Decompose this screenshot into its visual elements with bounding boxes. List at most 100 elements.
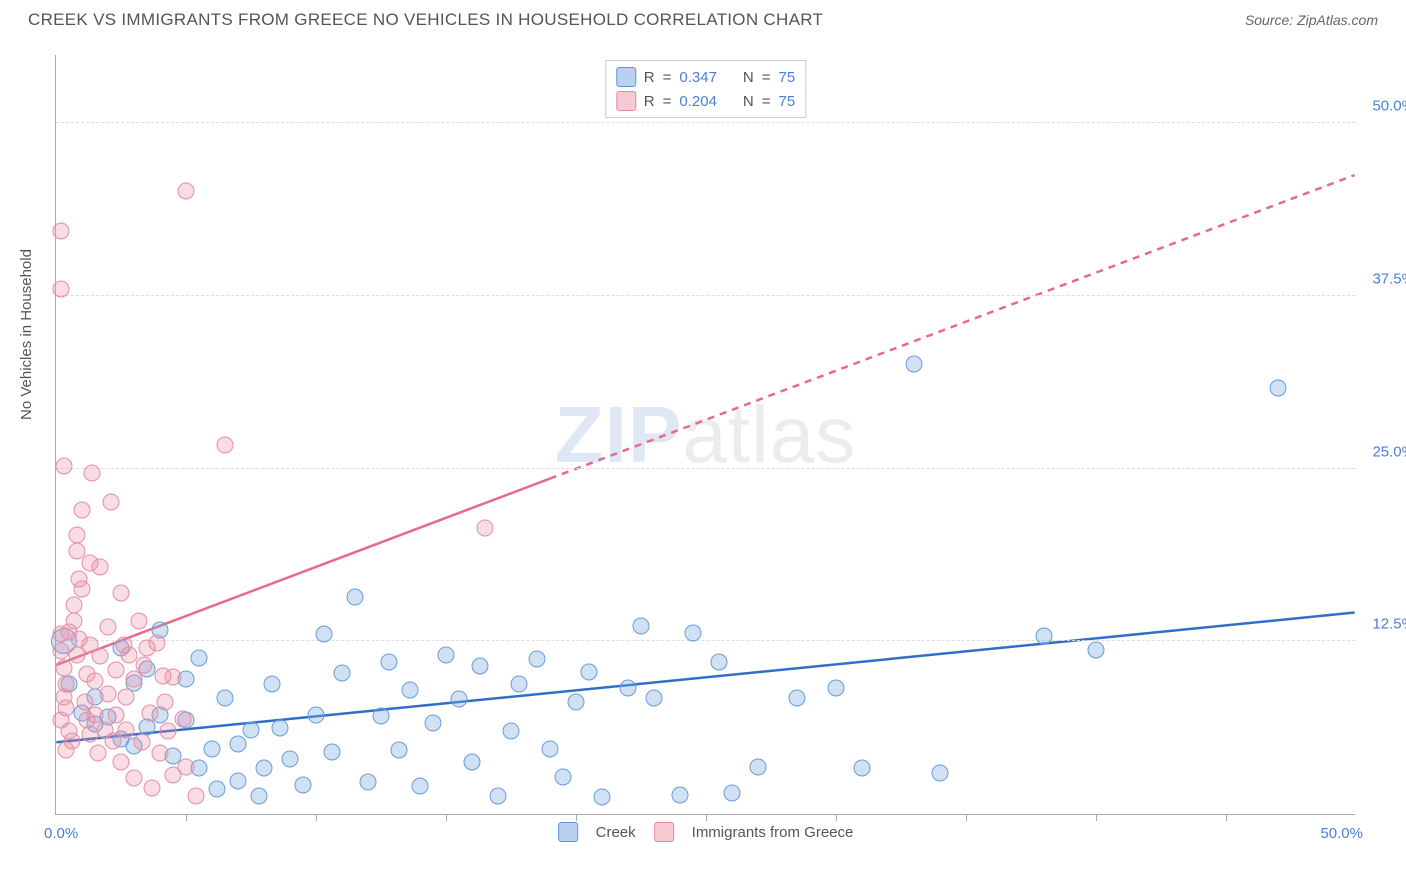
scatter-point-greece	[87, 706, 104, 723]
scatter-point-greece	[136, 656, 153, 673]
scatter-point-greece	[133, 734, 150, 751]
scatter-point-creek	[256, 760, 273, 777]
scatter-point-creek	[510, 676, 527, 693]
x-tick	[966, 814, 967, 821]
scatter-point-greece	[152, 745, 169, 762]
scatter-point-creek	[555, 768, 572, 785]
scatter-point-greece	[81, 554, 98, 571]
scatter-point-creek	[1088, 641, 1105, 658]
scatter-point-creek	[633, 618, 650, 635]
scatter-point-greece	[175, 710, 192, 727]
r-label: R	[644, 69, 655, 86]
equals: =	[762, 69, 771, 86]
scatter-point-creek	[391, 742, 408, 759]
scatter-point-creek	[529, 651, 546, 668]
scatter-point-creek	[282, 750, 299, 767]
scatter-point-creek	[711, 654, 728, 671]
watermark-atlas: atlas	[682, 390, 856, 479]
scatter-point-creek	[451, 691, 468, 708]
scatter-point-creek	[581, 663, 598, 680]
scatter-point-greece	[113, 584, 130, 601]
legend-label-creek: Creek	[596, 824, 636, 841]
scatter-point-greece	[55, 659, 72, 676]
scatter-point-creek	[230, 772, 247, 789]
scatter-point-creek	[323, 743, 340, 760]
scatter-point-greece	[178, 759, 195, 776]
scatter-point-greece	[92, 648, 109, 665]
scatter-point-greece	[126, 770, 143, 787]
n-value-greece: 75	[779, 93, 796, 110]
scatter-point-greece	[61, 623, 78, 640]
scatter-point-greece	[178, 182, 195, 199]
y-axis-label: No Vehicles in Household	[18, 249, 35, 420]
scatter-point-creek	[932, 764, 949, 781]
n-value-creek: 75	[779, 69, 796, 86]
x-tick	[1096, 814, 1097, 821]
scatter-point-creek	[217, 689, 234, 706]
gridline	[56, 640, 1355, 641]
scatter-point-creek	[263, 676, 280, 693]
legend-swatch-creek	[616, 67, 636, 87]
source-line: Source: ZipAtlas.com	[1245, 12, 1378, 28]
scatter-point-greece	[66, 597, 83, 614]
scatter-point-creek	[568, 694, 585, 711]
scatter-point-greece	[107, 706, 124, 723]
scatter-point-greece	[131, 612, 148, 629]
y-tick-label: 25.0%	[1372, 443, 1406, 460]
equals: =	[663, 69, 672, 86]
source-label: Source:	[1245, 12, 1297, 28]
scatter-point-creek	[308, 706, 325, 723]
scatter-point-greece	[113, 753, 130, 770]
x-tick	[706, 814, 707, 821]
scatter-point-creek	[503, 723, 520, 740]
legend-label-greece: Immigrants from Greece	[692, 824, 854, 841]
scatter-point-creek	[685, 624, 702, 641]
watermark-zip: ZIP	[555, 390, 682, 479]
scatter-point-creek	[906, 355, 923, 372]
scatter-point-creek	[315, 626, 332, 643]
scatter-point-creek	[724, 785, 741, 802]
scatter-point-greece	[157, 694, 174, 711]
y-tick-label: 12.5%	[1372, 616, 1406, 633]
x-tick	[1226, 814, 1227, 821]
scatter-point-greece	[81, 725, 98, 742]
x-end-label: 50.0%	[1320, 825, 1363, 842]
scatter-point-greece	[68, 526, 85, 543]
scatter-point-creek	[230, 735, 247, 752]
scatter-point-creek	[471, 658, 488, 675]
scatter-point-greece	[107, 662, 124, 679]
n-label: N	[743, 93, 754, 110]
scatter-point-creek	[347, 589, 364, 606]
scatter-point-creek	[789, 689, 806, 706]
chart-plot-area: ZIPatlas R = 0.347 N = 75 R = 0.204 N = …	[55, 55, 1355, 815]
scatter-point-creek	[401, 681, 418, 698]
scatter-point-greece	[100, 619, 117, 636]
scatter-point-greece	[55, 457, 72, 474]
scatter-point-creek	[490, 788, 507, 805]
scatter-point-greece	[100, 685, 117, 702]
y-tick-label: 50.0%	[1372, 98, 1406, 115]
scatter-point-creek	[209, 781, 226, 798]
scatter-point-creek	[672, 786, 689, 803]
trend-lines	[56, 55, 1355, 814]
source-name: ZipAtlas.com	[1297, 12, 1378, 28]
scatter-point-creek	[250, 788, 267, 805]
scatter-point-creek	[646, 689, 663, 706]
r-value-greece: 0.204	[679, 93, 717, 110]
legend-swatch-greece	[616, 91, 636, 111]
scatter-point-greece	[126, 670, 143, 687]
scatter-point-greece	[84, 464, 101, 481]
scatter-point-greece	[217, 437, 234, 454]
x-tick	[186, 814, 187, 821]
scatter-point-greece	[141, 705, 158, 722]
equals: =	[663, 93, 672, 110]
scatter-point-greece	[188, 788, 205, 805]
scatter-point-creek	[828, 680, 845, 697]
scatter-point-greece	[53, 280, 70, 297]
legend-row-creek: R = 0.347 N = 75	[616, 65, 795, 89]
scatter-point-greece	[118, 688, 135, 705]
x-tick	[316, 814, 317, 821]
scatter-point-greece	[53, 222, 70, 239]
scatter-point-creek	[1270, 380, 1287, 397]
gridline	[56, 468, 1355, 469]
